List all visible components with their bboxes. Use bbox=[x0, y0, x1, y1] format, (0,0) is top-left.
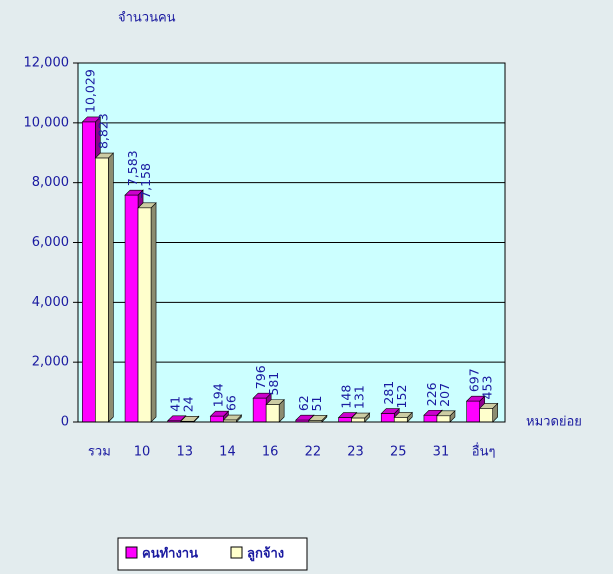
bar bbox=[466, 400, 480, 423]
value-label: 796 bbox=[253, 365, 268, 389]
bar bbox=[338, 417, 352, 423]
y-tick-label: 0 bbox=[61, 415, 69, 430]
legend-label: คนทำงาน bbox=[142, 546, 198, 562]
bar bbox=[479, 408, 493, 423]
bar bbox=[265, 404, 280, 423]
bar bbox=[423, 414, 438, 423]
value-label: 8,823 bbox=[95, 113, 110, 149]
value-label: 41 bbox=[168, 396, 183, 412]
bar-side bbox=[150, 202, 157, 423]
y-tick-label: 8,000 bbox=[32, 175, 69, 190]
value-label: 581 bbox=[266, 372, 281, 396]
y-tick-label: 2,000 bbox=[32, 355, 69, 370]
value-label: 51 bbox=[309, 396, 324, 412]
x-tick-label: 25 bbox=[390, 445, 407, 460]
value-label: 66 bbox=[223, 395, 238, 411]
bar-side bbox=[108, 152, 114, 423]
legend-swatch bbox=[230, 546, 243, 559]
bar bbox=[351, 417, 365, 423]
value-label: 697 bbox=[467, 368, 482, 392]
x-tick-label: 31 bbox=[433, 445, 450, 460]
x-tick-label: 16 bbox=[262, 445, 279, 460]
value-label: 131 bbox=[352, 385, 367, 409]
bar bbox=[124, 194, 139, 423]
x-tick-label: 10 bbox=[134, 445, 151, 460]
x-tick-label: 13 bbox=[176, 445, 193, 460]
value-label: 7,158 bbox=[138, 163, 153, 199]
x-tick-label: 23 bbox=[347, 445, 364, 460]
value-label: 24 bbox=[181, 396, 196, 412]
bar bbox=[436, 415, 451, 423]
bar bbox=[137, 207, 152, 423]
value-label: 281 bbox=[381, 381, 396, 405]
bar bbox=[95, 157, 109, 423]
value-label: 226 bbox=[424, 382, 439, 406]
legend-swatch bbox=[125, 546, 138, 559]
y-tick-label: 10,000 bbox=[24, 115, 70, 130]
bar bbox=[393, 417, 408, 423]
bar bbox=[380, 413, 395, 423]
x-tick-label: อื่นๆ bbox=[472, 443, 496, 460]
value-label: 7,583 bbox=[125, 150, 140, 186]
value-label: 207 bbox=[437, 383, 452, 407]
bar bbox=[210, 415, 224, 423]
value-label: 10,029 bbox=[82, 69, 97, 113]
value-label: 194 bbox=[210, 383, 225, 407]
y-tick-label: 4,000 bbox=[32, 295, 69, 310]
x-tick-label: 22 bbox=[305, 445, 322, 460]
x-tick-label: รวม bbox=[88, 445, 111, 460]
x-tick-label: 14 bbox=[219, 445, 236, 460]
y-axis-label: จำนวนคน bbox=[118, 11, 176, 26]
legend-label: ลูกจ้าง bbox=[247, 546, 284, 562]
value-label: 152 bbox=[394, 385, 409, 409]
value-label: 453 bbox=[480, 376, 495, 400]
y-tick-label: 12,000 bbox=[24, 56, 70, 71]
value-label: 62 bbox=[296, 395, 311, 411]
value-label: 148 bbox=[339, 385, 354, 409]
bar bbox=[252, 397, 267, 423]
legend bbox=[117, 537, 308, 571]
y-tick-label: 6,000 bbox=[32, 235, 69, 250]
x-axis-label: หมวดย่อย bbox=[526, 415, 582, 430]
bar bbox=[82, 121, 96, 423]
